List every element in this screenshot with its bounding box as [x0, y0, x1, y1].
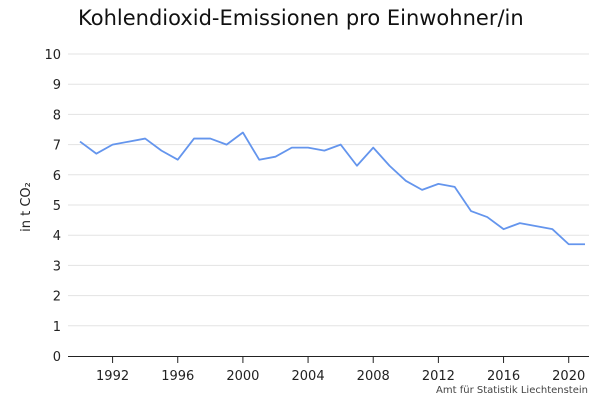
data-point[interactable]: [207, 136, 213, 142]
data-point[interactable]: [93, 151, 99, 157]
data-point[interactable]: [582, 241, 588, 247]
data-point[interactable]: [533, 223, 539, 229]
y-tick-label: 1: [53, 320, 61, 335]
y-tick-label: 7: [53, 139, 61, 154]
data-point[interactable]: [289, 145, 295, 151]
data-point[interactable]: [305, 145, 311, 151]
x-tick-label: 2016: [487, 369, 520, 384]
series-line: [79, 131, 585, 246]
x-tick-label: 2020: [552, 369, 585, 384]
data-point[interactable]: [77, 139, 83, 145]
data-point[interactable]: [321, 148, 327, 154]
data-point[interactable]: [158, 148, 164, 154]
y-tick-label: 4: [53, 229, 61, 244]
y-tick-label: 5: [53, 199, 61, 214]
y-tick-label: 10: [44, 48, 61, 63]
data-point[interactable]: [517, 220, 523, 226]
y-axis-ticks: 0 1 2 3 4 5 6 7 8 9 10: [44, 48, 61, 365]
data-point[interactable]: [566, 241, 572, 247]
series-layer: [77, 130, 588, 247]
data-point[interactable]: [175, 157, 181, 163]
x-tick-label: 2000: [226, 369, 259, 384]
y-tick-label: 2: [53, 290, 61, 305]
data-point[interactable]: [240, 130, 246, 136]
x-tick-label: 2004: [292, 369, 325, 384]
data-point[interactable]: [403, 178, 409, 184]
data-point[interactable]: [256, 157, 262, 163]
y-tick-label: 6: [53, 169, 61, 184]
data-point[interactable]: [484, 214, 490, 220]
x-tick-label: 1996: [161, 369, 194, 384]
data-point[interactable]: [354, 163, 360, 169]
x-tick-label: 2012: [422, 369, 455, 384]
data-point[interactable]: [549, 226, 555, 232]
y-tick-label: 9: [53, 78, 61, 93]
data-point[interactable]: [468, 208, 474, 214]
data-point[interactable]: [501, 226, 507, 232]
data-point[interactable]: [126, 139, 132, 145]
x-tick-label: 1992: [96, 369, 129, 384]
x-axis-ticks: 1992 1996 2000 2004 2008 2012 2016 2020: [96, 356, 585, 384]
data-point[interactable]: [435, 181, 441, 187]
source-note: Amt für Statistik Liechtenstein: [436, 385, 588, 396]
y-tick-label: 0: [53, 350, 61, 365]
y-axis-title: in t CO₂: [19, 182, 34, 232]
data-point[interactable]: [419, 187, 425, 193]
data-point[interactable]: [387, 163, 393, 169]
chart-title: Kohlendioxid-Emissionen pro Einwohner/in: [78, 6, 524, 30]
data-point[interactable]: [191, 136, 197, 142]
data-point[interactable]: [452, 184, 458, 190]
data-point[interactable]: [370, 145, 376, 151]
grid-layer: [68, 53, 589, 357]
y-tick-label: 3: [53, 259, 61, 274]
data-point[interactable]: [224, 142, 230, 148]
data-point[interactable]: [338, 142, 344, 148]
y-tick-label: 8: [53, 108, 61, 123]
x-tick-label: 2008: [357, 369, 390, 384]
data-point[interactable]: [272, 154, 278, 160]
data-point[interactable]: [110, 142, 116, 148]
data-point[interactable]: [142, 136, 148, 142]
